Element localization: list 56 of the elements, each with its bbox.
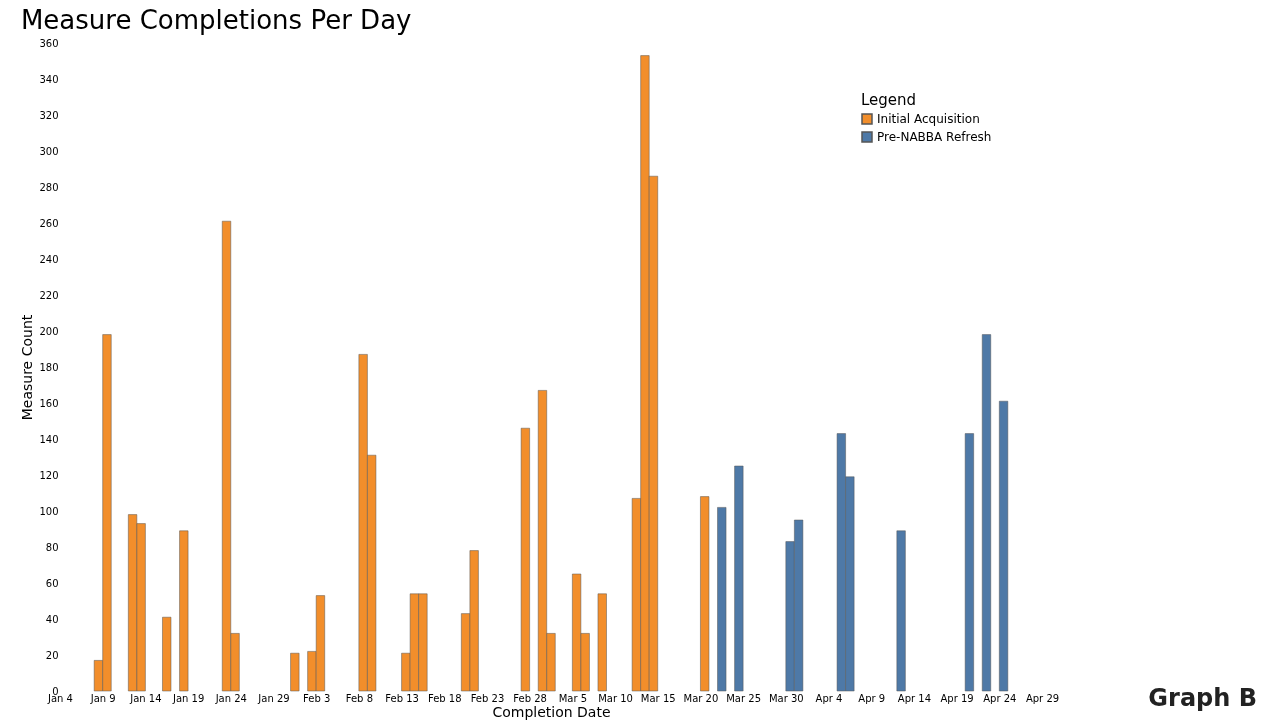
y-tick-label: 180 (39, 361, 59, 373)
x-tick-label: Feb 3 (303, 692, 331, 704)
y-tick-label: 360 (39, 37, 59, 49)
x-axis-title: Completion Date (492, 703, 611, 720)
bar (162, 616, 172, 692)
chart-title: Measure Completions Per Day (20, 5, 412, 35)
x-tick-label: Mar 25 (726, 692, 762, 704)
x-tick-label: Mar 30 (768, 692, 804, 704)
x-tick-label: Mar 10 (598, 692, 633, 704)
bar (717, 507, 727, 692)
y-tick-label: 300 (39, 145, 59, 157)
y-tick-label: 80 (45, 541, 59, 553)
x-tick-label: Jan 14 (129, 692, 162, 704)
y-tick-label: 280 (39, 181, 59, 193)
text: Graph B (1148, 684, 1257, 712)
x-tick-label: Feb 8 (345, 692, 373, 704)
y-tick-label: 0 (52, 685, 59, 697)
x-tick-label: Apr 9 (858, 692, 886, 704)
x-tick-label: Mar 5 (558, 692, 588, 704)
x-tick-label: Jan 29 (257, 692, 290, 704)
x-tick-label: Feb 13 (385, 692, 419, 704)
x-tick-label: Jan 24 (214, 692, 247, 704)
x-tick-label: Jan 19 (171, 692, 205, 704)
x-tick-label: Feb 18 (427, 692, 462, 704)
y-tick-label: 120 (39, 469, 59, 481)
bar (734, 465, 744, 692)
legend-label: Pre-NABBA Refresh (877, 130, 992, 144)
x-tick-label: Apr 19 (940, 692, 974, 704)
legend-title: Legend (861, 91, 917, 109)
y-tick-label: 60 (45, 577, 59, 589)
x-tick-label: Feb 28 (513, 692, 547, 704)
x-tick-label: Apr 4 (815, 692, 843, 704)
x-tick-label: Apr 29 (1025, 692, 1060, 704)
y-axis-title: Measure Count (19, 314, 36, 421)
y-tick-label: 260 (39, 217, 59, 229)
legend-label: Initial Acquisition (877, 112, 980, 126)
x-tick-label: Jan 9 (89, 692, 116, 704)
bar (179, 530, 189, 692)
x-tick-label: Apr 24 (983, 692, 1017, 704)
bar (597, 593, 607, 692)
y-tick-label: 20 (45, 649, 59, 661)
y-tick-label: 160 (39, 397, 59, 409)
y-tick-label: 40 (45, 613, 59, 625)
x-tick-label: Mar 15 (640, 692, 676, 704)
x-tick-label: Mar 20 (683, 692, 719, 704)
y-tick-label: 220 (39, 289, 59, 301)
y-tick-label: 320 (39, 109, 59, 121)
y-tick-label: 240 (39, 253, 59, 265)
bar (896, 530, 906, 692)
y-tick-label: 140 (39, 433, 59, 445)
x-tick-label: Apr 14 (897, 692, 932, 704)
y-tick-label: 200 (39, 325, 59, 337)
bar (700, 496, 710, 692)
y-tick-label: 340 (39, 73, 59, 85)
y-tick-label: 100 (39, 505, 59, 517)
x-tick-label: Feb 23 (470, 692, 505, 704)
